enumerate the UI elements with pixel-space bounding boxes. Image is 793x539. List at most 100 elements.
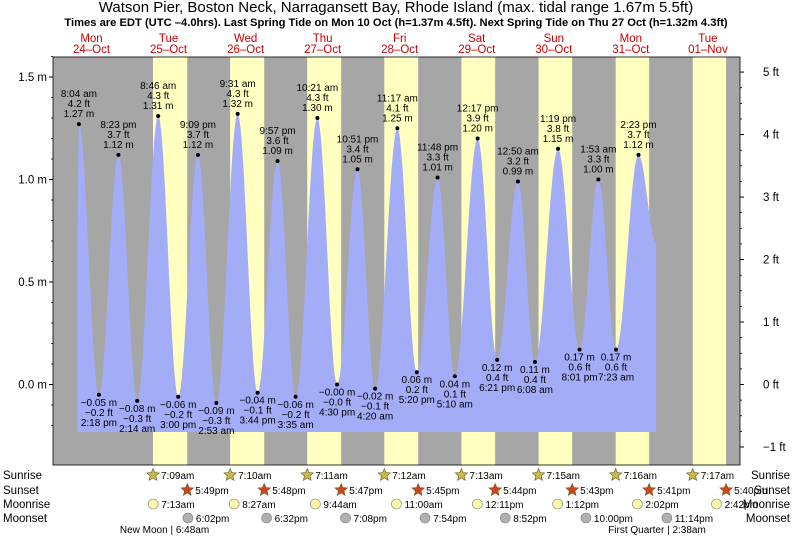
low-tide-feet: −0.1 ft [361, 402, 389, 413]
right-axis-label: −1 ft [763, 442, 787, 454]
sunset-time: 5:47pm [349, 486, 382, 497]
daylight-band [692, 57, 727, 465]
high-tide-point [435, 175, 440, 180]
moonset-icon [182, 512, 194, 524]
moonset-icon [661, 512, 673, 524]
sunset-time: 5:49pm [195, 486, 228, 497]
sunset-star-icon [334, 482, 349, 496]
low-tide-feet: −0.2 ft [282, 410, 310, 421]
moonrise-time: 1:12pm [566, 500, 599, 511]
high-tide-time: 11:17 am [377, 93, 418, 104]
high-tide-feet: 4.3 ft [227, 89, 249, 100]
moonrise-time: 8:27am [242, 500, 275, 511]
moonset-icon [340, 512, 351, 524]
left-axis-label: 1.5 m [18, 72, 47, 84]
day-date: 25–Oct [150, 44, 188, 56]
day-weekday: Sat [468, 33, 486, 45]
high-tide-feet: 4.1 ft [386, 103, 408, 114]
moonrise-time: 2:02pm [645, 500, 678, 511]
low-tide-feet: −0.3 ft [202, 416, 230, 427]
high-tide-time: 10:21 am [297, 83, 339, 94]
high-tide-point [475, 136, 480, 141]
high-tide-meters: 1.12 m [103, 140, 134, 151]
high-tide-point [195, 152, 200, 157]
low-tide-time: 3:44 pm [240, 416, 276, 427]
low-tide-point [495, 357, 500, 362]
high-tide-time: 1:19 pm [540, 114, 576, 125]
day-date: 01–Nov [688, 44, 728, 56]
high-tide-feet: 3.9 ft [467, 114, 489, 125]
low-tide-point [373, 386, 378, 391]
high-tide-meters: 1.30 m [302, 103, 333, 114]
low-tide-time: 5:20 pm [399, 395, 435, 406]
high-tide-time: 11:48 pm [417, 142, 458, 153]
right-axis-label: 2 ft [763, 255, 780, 267]
low-tide-feet: 0.1 ft [444, 389, 466, 400]
low-tide-meters: −0.06 m [277, 400, 313, 411]
axes: 1.5 m 1.0 m 0.5 m 0.0 m 5 ft 4 ft 3 ft 2 ft 1 ft… [18, 56, 787, 466]
plot-area [53, 57, 740, 465]
high-tide-feet: 3.6 ft [266, 136, 288, 147]
row-label-left: Moonset [3, 513, 48, 525]
low-tide-meters: −0.00 m [319, 388, 355, 399]
moonset-icon [261, 512, 272, 524]
low-tide-time: 3:00 pm [160, 420, 196, 431]
row-label-right: Moonrise [743, 499, 790, 511]
sunrise-time: 7:09am [161, 471, 194, 482]
astronomy-rows: Sunrise Sunrise Sunset Sunset Moonrise Moonri… [3, 467, 791, 536]
moonset-time: 11:14pm [675, 514, 713, 525]
high-tide-time: 9:31 am [220, 79, 256, 90]
high-tide-feet: 3.7 ft [627, 130, 649, 141]
high-tide-meters: 1.31 m [143, 101, 174, 112]
low-tide-feet: −0.0 ft [323, 398, 351, 409]
day-date: 28–Oct [381, 44, 419, 56]
moonset-time: 6:32pm [275, 514, 308, 525]
sunrise-time: 7:13am [469, 471, 502, 482]
high-tide-meters: 1.32 m [222, 99, 253, 110]
high-tide-time: 9:57 pm [259, 126, 295, 137]
low-tide-feet: −0.3 ft [123, 414, 151, 425]
moonrise-icon [228, 498, 240, 510]
day-date: 29–Oct [458, 44, 496, 56]
left-axis-label: 0.0 m [18, 380, 47, 392]
high-tide-point [235, 111, 240, 116]
high-tide-point [76, 122, 81, 127]
high-tide-meters: 1.27 m [64, 109, 95, 120]
low-tide-point [614, 347, 619, 352]
low-tide-feet: −0.1 ft [244, 406, 272, 417]
high-tide-feet: 3.2 ft [507, 157, 529, 168]
high-tide-point [556, 146, 561, 151]
high-tide-meters: 0.99 m [503, 167, 534, 178]
day-headers: Mon24–OctTue25–OctWed26–OctThu27–OctFri2… [73, 33, 728, 56]
sunrise-time: 7:15am [547, 471, 580, 482]
sunset-star-icon [488, 482, 503, 496]
low-tide-time: 4:20 am [357, 412, 393, 423]
row-label-left: Sunset [3, 485, 40, 497]
sunset-time: 5:44pm [503, 486, 536, 497]
row-label-right: Moonset [746, 513, 791, 525]
moon-phase-label: First Quarter | 2:38am [608, 525, 706, 536]
day-weekday: Wed [234, 33, 257, 45]
row-label-right: Sunrise [751, 470, 790, 482]
low-tide-meters: 0.04 m [440, 379, 471, 390]
sunrise-star-icon [146, 467, 160, 481]
sunset-time: 5:43pm [580, 486, 613, 497]
high-tide-point [315, 116, 320, 120]
sunset-star-icon [565, 482, 580, 496]
right-axis-label: 0 ft [763, 380, 780, 392]
moonset-time: 7:54pm [433, 514, 466, 525]
sunset-star-icon [719, 482, 734, 496]
high-tide-feet: 3.3 ft [426, 152, 448, 163]
low-tide-point [214, 400, 219, 405]
row-label-right: Sunset [754, 485, 791, 497]
row-label-left: Moonrise [3, 499, 50, 511]
moonrise-icon [310, 498, 321, 510]
plot-frame [52, 56, 741, 466]
low-tide-time: 6:21 pm [479, 383, 515, 394]
high-tide-time: 2:23 pm [620, 120, 656, 131]
low-tide-meters: 0.17 m [601, 353, 632, 364]
low-tide-feet: 0.6 ft [568, 363, 590, 374]
day-date: 24–Oct [73, 44, 111, 56]
day-weekday: Thu [313, 33, 333, 45]
